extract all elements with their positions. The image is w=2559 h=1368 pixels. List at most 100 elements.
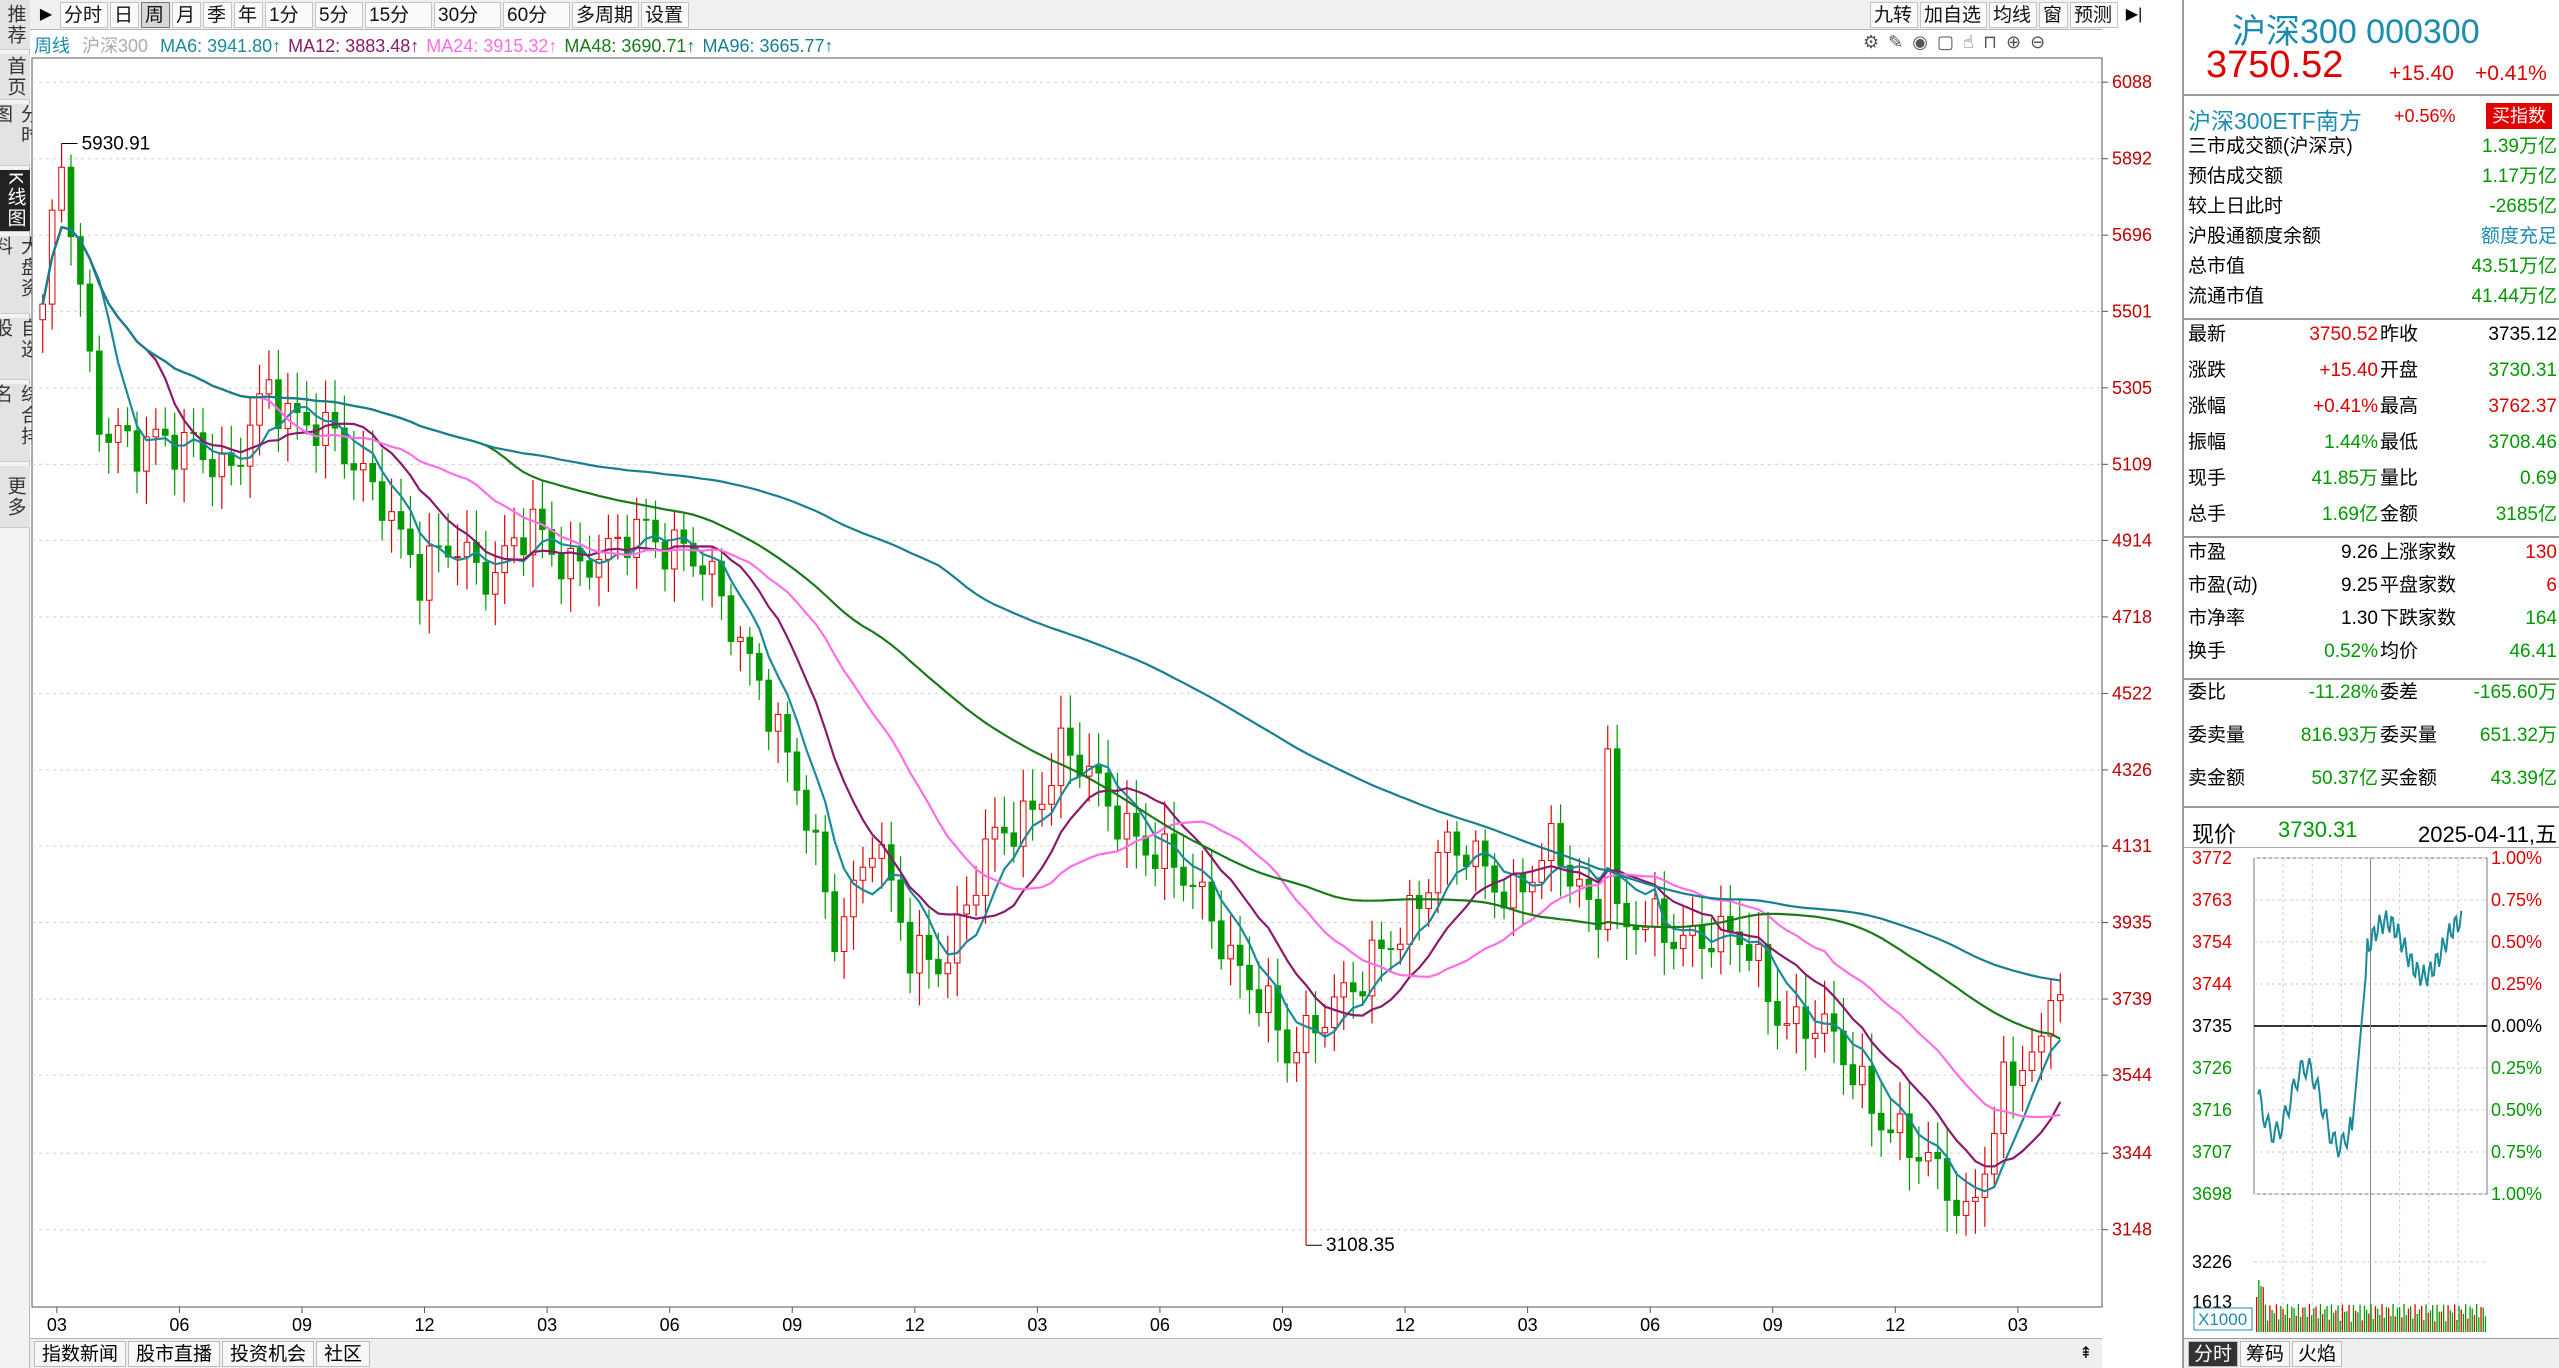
grid1-label-2: 最高 [2380, 396, 2419, 417]
nav-ranking[interactable]: 综合排名 [0, 384, 39, 462]
summary-row: 预估成交额 1.17万亿 [2184, 162, 2559, 192]
candle [171, 412, 179, 496]
grid1-label-2: 金额 [2380, 504, 2419, 525]
toolbar-right-button-4[interactable]: 预测 [2070, 2, 2118, 28]
bottom-tab-2[interactable]: 投资机会 [222, 1341, 314, 1367]
nav-timeshare[interactable]: 分时图 [0, 104, 39, 166]
vol-bar [2434, 1321, 2436, 1332]
nav-more[interactable]: 更多 [0, 466, 30, 528]
vol-bar [2260, 1285, 2262, 1332]
buy-index-button[interactable]: 买指数 [2486, 103, 2552, 129]
vol-bar [2295, 1315, 2297, 1332]
legend-ma-0: MA6: 3941.80↑ [160, 36, 282, 56]
gear-icon[interactable]: ⚙ [1863, 32, 1880, 52]
candle [1274, 958, 1282, 1063]
nav-watchlist[interactable]: 自选股 [0, 318, 39, 380]
etf-name[interactable]: 沪深300ETF南方 [2188, 108, 2362, 134]
vol-bar [2480, 1307, 2482, 1332]
bottom-tab-1[interactable]: 股市直播 [128, 1341, 220, 1367]
nav-recommend[interactable]: 推荐 [0, 0, 30, 50]
period-button-12[interactable]: 设置 [641, 2, 689, 28]
vol-bar [2416, 1313, 2418, 1332]
candle [963, 876, 970, 941]
candle [1378, 921, 1385, 982]
y-tick-label: 5892 [2112, 149, 2152, 169]
toolbar-right-button-2[interactable]: 均线 [1989, 2, 2037, 28]
toolbar-right-button-3[interactable]: 窗 [2039, 2, 2068, 28]
intraday-chart[interactable]: 3772 1.00% 3763 0.75% 3754 0.50% 3744 0.25% 3735… [2184, 846, 2559, 1336]
grid2-label-1: 市盈 [2188, 542, 2227, 563]
period-button-8[interactable]: 15分 [365, 2, 432, 28]
toolbar-right-arrow-icon[interactable]: ▶| [2125, 6, 2143, 23]
period-button-5[interactable]: 年 [234, 2, 263, 28]
nav-home[interactable]: 首页 [0, 54, 30, 100]
toolbar-right-button-0[interactable]: 九转 [1870, 2, 1918, 28]
kline-chart[interactable]: 6088 5892 5696 5501 5305 5109 4914 4718 4522 4326… [30, 30, 2182, 1338]
vol-bar [2355, 1310, 2357, 1332]
candle [906, 897, 914, 994]
intraday-left-tick: 3754 [2192, 932, 2232, 952]
vol-bar [2429, 1310, 2432, 1332]
period-button-9[interactable]: 30分 [434, 2, 501, 28]
candle [1953, 1171, 1960, 1234]
intraday-left-tick: 3716 [2192, 1100, 2232, 1120]
period-button-3[interactable]: 月 [172, 2, 201, 28]
period-button-1[interactable]: 日 [110, 2, 139, 28]
trash-icon[interactable]: ▢ [1936, 32, 1954, 52]
toolbar-right-button-1[interactable]: 加自选 [1920, 2, 1987, 28]
candle [2056, 973, 2064, 1023]
vol-unit-box[interactable] [2193, 1307, 2253, 1331]
vol-bar [2262, 1287, 2264, 1332]
period-button-2[interactable]: 周 [141, 2, 170, 28]
ma-legend: 周线 沪深300 MA6: 3941.80↑ MA12: 3883.48↑ MA24… [34, 32, 841, 58]
bottom-tab-0[interactable]: 指数新闻 [34, 1341, 126, 1367]
vol-bar [2366, 1309, 2368, 1332]
grid1-value-2: 3185亿 [2495, 504, 2557, 525]
period-button-0[interactable]: 分时 [60, 2, 108, 28]
panel-tab-2[interactable]: 火焰 [2292, 1341, 2342, 1367]
vol-bar [2379, 1314, 2381, 1332]
vol-bar [2390, 1316, 2392, 1332]
vol-bar [2440, 1311, 2443, 1332]
vol-bar [2344, 1311, 2346, 1332]
grid2-row: 市盈 9.26 上涨家数 130 [2184, 538, 2559, 568]
period-button-6[interactable]: 1分 [265, 2, 313, 28]
toolbar-left-arrow-icon[interactable]: ▶ [39, 6, 53, 23]
intraday-left-tick: 3735 [2192, 1016, 2232, 1036]
x-tick-label: 06 [1640, 1315, 1660, 1335]
candle [557, 526, 565, 605]
lock-icon[interactable]: ⊓ [1982, 32, 1997, 52]
grid3-value-1: -11.28% [2308, 682, 2378, 703]
period-button-7[interactable]: 5分 [315, 2, 363, 28]
min-label: 3108.35 [1326, 1235, 1395, 1256]
candle [152, 408, 160, 465]
vol-bar [2414, 1304, 2416, 1332]
vol-bar [2313, 1308, 2315, 1332]
zoom-in-icon[interactable]: ⊕ [2005, 32, 2022, 52]
eye-icon[interactable]: ◉ [1912, 32, 1928, 52]
period-button-11[interactable]: 多周期 [572, 2, 639, 28]
panel-tab-1[interactable]: 筹码 [2240, 1341, 2290, 1367]
candle [2019, 1045, 2026, 1112]
period-button-4[interactable]: 季 [203, 2, 232, 28]
candle [1180, 835, 1187, 902]
hand-icon[interactable]: ☝ [1962, 32, 1974, 52]
nav-kline[interactable]: K线图 [0, 170, 30, 232]
nav-market-info[interactable]: 大盘资料 [0, 236, 39, 314]
vol-bar [2436, 1304, 2438, 1332]
panel-tab-0[interactable]: 分时 [2188, 1341, 2238, 1367]
pen-icon[interactable]: ✎ [1888, 32, 1904, 52]
zoom-out-icon[interactable]: ⊖ [2030, 32, 2046, 52]
vol-bar [2476, 1304, 2478, 1332]
scroll-top-icon[interactable]: ⇞ [2079, 1345, 2093, 1362]
vol-bar [2447, 1305, 2449, 1332]
bottom-tab-3[interactable]: 社区 [316, 1341, 370, 1367]
intraday-header: 现价 3730.31 2025-04-11,五 [2184, 812, 2559, 848]
candle [265, 350, 273, 409]
candle [463, 510, 471, 590]
summary-row: 流通市值 41.44万亿 [2184, 282, 2559, 312]
candle [1368, 920, 1376, 1024]
y-tick-label: 5696 [2112, 225, 2152, 245]
period-button-10[interactable]: 60分 [503, 2, 570, 28]
candle [1255, 961, 1263, 1027]
